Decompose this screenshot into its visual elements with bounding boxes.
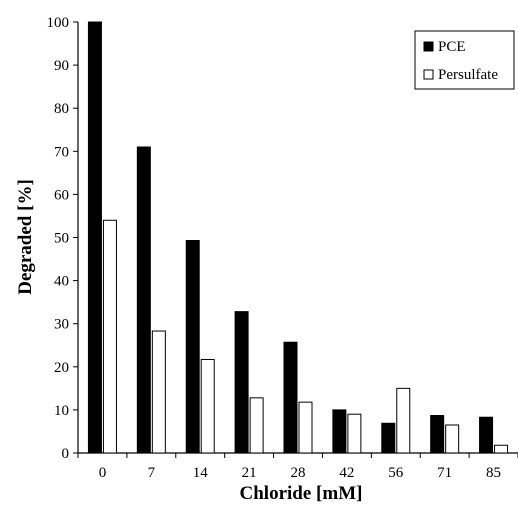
bar-persulfate — [396, 387, 411, 454]
bar-pce — [283, 341, 298, 454]
x-tick-label: 42 — [339, 465, 354, 481]
legend-swatch-pce — [423, 41, 434, 52]
y-tick-label: 50 — [54, 231, 69, 247]
y-axis-title: Degraded [%] — [15, 179, 36, 295]
x-tick-label: 56 — [388, 465, 404, 481]
bar-persulfate — [249, 397, 264, 454]
bar-pce — [381, 422, 396, 454]
y-tick-label: 40 — [54, 274, 69, 290]
x-tick-label: 71 — [437, 465, 452, 481]
bar-pce — [332, 409, 347, 454]
y-tick-label: 90 — [54, 58, 69, 74]
y-tick-label: 20 — [54, 360, 69, 376]
x-tick-label: 0 — [99, 465, 107, 481]
bar-pce — [185, 240, 200, 454]
y-tick-label: 30 — [54, 317, 69, 333]
bar-pce — [479, 416, 494, 454]
x-tick-labels: 0 7 14 21 28 42 56 71 85 — [77, 453, 518, 481]
y-tick-label: 0 — [62, 446, 70, 462]
bar-persulfate — [445, 424, 460, 454]
bar-persulfate — [102, 219, 117, 454]
bar-persulfate — [347, 413, 362, 454]
x-axis-title: Chloride [mM] — [240, 483, 363, 504]
x-tick-label: 28 — [291, 465, 306, 481]
bar-persulfate — [200, 358, 215, 454]
x-tick-label: 14 — [193, 465, 209, 481]
x-tick-label: 85 — [486, 465, 501, 481]
x-tick-label: 7 — [148, 465, 156, 481]
legend-label-persulfate: Persulfate — [438, 67, 498, 83]
legend-swatch-persulfate — [423, 69, 434, 80]
y-tick-label: 10 — [54, 403, 69, 419]
y-tick-labels: 0 10 20 30 40 50 60 70 80 90 100 — [47, 15, 78, 462]
y-tick-label: 100 — [47, 15, 70, 31]
y-tick-label: 70 — [54, 144, 69, 160]
bar-pce — [87, 21, 102, 454]
bar-pce — [136, 146, 151, 454]
bar-persulfate — [298, 401, 313, 454]
bar-persulfate — [494, 444, 509, 454]
y-tick-label: 60 — [54, 187, 69, 203]
bar-marks — [87, 21, 509, 454]
x-tick-label: 21 — [242, 465, 257, 481]
legend: PCE Persulfate — [414, 30, 515, 90]
y-tick-label: 80 — [54, 101, 69, 117]
bar-persulfate — [151, 330, 166, 454]
legend-label-pce: PCE — [438, 39, 466, 55]
bar-pce — [430, 415, 445, 454]
bar-pce — [234, 311, 249, 454]
